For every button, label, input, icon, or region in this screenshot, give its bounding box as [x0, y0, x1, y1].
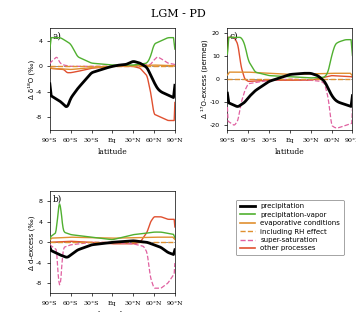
- Text: c): c): [230, 31, 239, 40]
- Y-axis label: Δ ¹⁷O-excess (permeg): Δ ¹⁷O-excess (permeg): [201, 40, 208, 118]
- X-axis label: latitude: latitude: [275, 148, 305, 156]
- X-axis label: latitude: latitude: [98, 148, 127, 156]
- Y-axis label: Δ d-excess (‰): Δ d-excess (‰): [28, 215, 35, 270]
- Text: b): b): [52, 194, 62, 203]
- Text: LGM - PD: LGM - PD: [151, 9, 205, 19]
- Text: a): a): [52, 31, 61, 40]
- X-axis label: latitude: latitude: [98, 311, 127, 312]
- Y-axis label: Δ δ¹⁸O (‰): Δ δ¹⁸O (‰): [27, 60, 35, 99]
- Legend: precipitation, precipitation-vapor, evaporative conditions, including RH effect,: precipitation, precipitation-vapor, evap…: [236, 200, 344, 255]
